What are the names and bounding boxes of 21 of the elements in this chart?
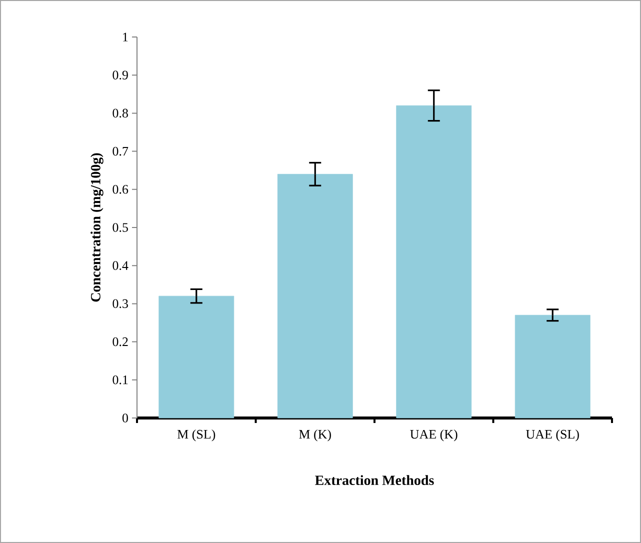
y-axis-title: Concentration (mg/100g) — [90, 153, 104, 302]
y-tick-label: 0.5 — [112, 223, 128, 232]
y-tick-label: 0.8 — [112, 108, 128, 118]
x-tick-label: UAE (K) — [410, 430, 458, 442]
y-tick-label: 0.4 — [112, 261, 128, 270]
bar — [396, 105, 472, 418]
x-tick-label: M (SL) — [177, 430, 216, 442]
y-tick-label: 0.2 — [112, 337, 128, 346]
bar — [514, 314, 590, 418]
x-tick-label: UAE (SL) — [526, 430, 579, 442]
y-tick-label: 0.1 — [112, 375, 128, 384]
bar — [158, 296, 234, 418]
y-tick-label: 0 — [122, 414, 128, 422]
x-axis-title: Extraction Methods — [315, 475, 434, 486]
x-tick-label: M (K) — [299, 430, 331, 442]
y-tick-label: 1 — [123, 32, 128, 42]
y-tick-label: 0.9 — [112, 70, 128, 80]
y-tick-label: 0.3 — [112, 299, 128, 308]
y-tick-label: 0.6 — [112, 184, 128, 194]
y-tick-label: 0.7 — [112, 146, 128, 156]
bar — [277, 174, 353, 418]
